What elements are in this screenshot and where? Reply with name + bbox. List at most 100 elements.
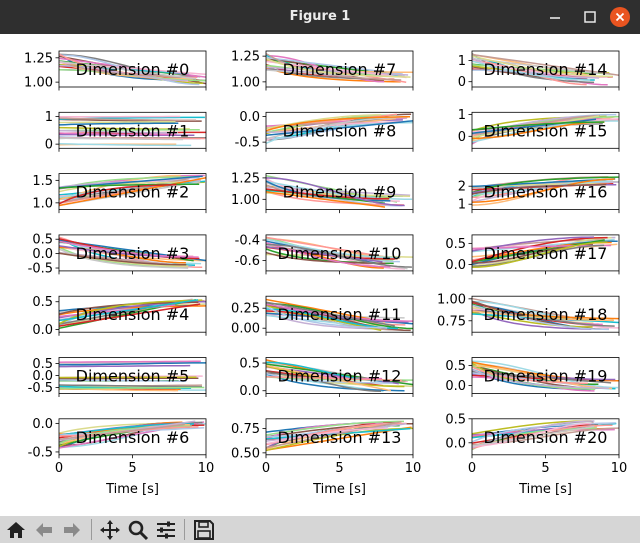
panel-label: Dimension #8 bbox=[283, 121, 397, 140]
panel-label: Dimension #5 bbox=[76, 367, 190, 386]
subplot-4: 0.0 0.5 Dimension #4 bbox=[32, 295, 207, 338]
y-tick-label: 0.0 bbox=[239, 110, 260, 125]
x-tick-label: 5 bbox=[128, 461, 136, 476]
configure-subplots-icon[interactable] bbox=[154, 518, 178, 542]
y-tick-label: 1 bbox=[458, 54, 466, 69]
panel-label: Dimension #19 bbox=[484, 367, 608, 386]
y-tick-label: 1.25 bbox=[24, 51, 53, 66]
subplot-16: 1 2 Dimension #16 bbox=[458, 174, 622, 214]
y-tick-label: -0.4 bbox=[235, 234, 260, 249]
y-tick-label: 0.5 bbox=[445, 359, 466, 374]
y-tick-label: -0.5 bbox=[28, 262, 53, 277]
panel-label: Dimension #16 bbox=[484, 183, 608, 202]
panel-label: Dimension #11 bbox=[278, 305, 402, 324]
subplot-17: 0.0 0.5 Dimension #17 bbox=[445, 235, 619, 275]
panel-label: Dimension #12 bbox=[278, 367, 402, 386]
x-tick-label: 10 bbox=[405, 461, 422, 476]
y-tick-label: 1.0 bbox=[32, 196, 53, 211]
x-tick-label: 0 bbox=[468, 461, 476, 476]
pan-icon[interactable] bbox=[98, 518, 122, 542]
y-tick-label: 0.5 bbox=[32, 233, 53, 248]
y-tick-label: 0.25 bbox=[231, 302, 260, 317]
y-tick-label: 0.50 bbox=[231, 446, 260, 461]
y-tick-label: 0.0 bbox=[445, 258, 466, 273]
subplot-19: 0.0 0.5 Dimension #19 bbox=[445, 358, 621, 398]
y-tick-label: 0.75 bbox=[231, 422, 260, 437]
panel-label: Dimension #18 bbox=[484, 305, 608, 324]
y-tick-label: 1 bbox=[45, 110, 53, 125]
subplot-8: -0.5 0.0 Dimension #8 bbox=[235, 110, 416, 152]
y-tick-label: 0.0 bbox=[445, 379, 466, 394]
y-tick-label: 0.5 bbox=[239, 357, 260, 372]
x-tick-label: 5 bbox=[335, 461, 343, 476]
zoom-icon[interactable] bbox=[126, 518, 150, 542]
x-tick-label: 0 bbox=[55, 461, 63, 476]
panel-label: Dimension #4 bbox=[76, 305, 190, 324]
subplot-1: 0 1 Dimension #1 bbox=[45, 110, 209, 153]
forward-arrow-icon[interactable] bbox=[60, 518, 84, 542]
panel-label: Dimension #7 bbox=[283, 60, 397, 79]
save-icon[interactable] bbox=[192, 518, 216, 542]
panel-label: Dimension #13 bbox=[278, 428, 402, 447]
y-tick-label: -0.5 bbox=[28, 445, 53, 460]
window-title: Figure 1 bbox=[0, 9, 640, 24]
y-tick-label: 0.0 bbox=[32, 323, 53, 338]
subplot-0: 1.00 1.25 Dimension #0 bbox=[24, 51, 206, 91]
panel-label: Dimension #15 bbox=[484, 121, 608, 140]
y-tick-label: 1 bbox=[458, 198, 466, 213]
y-tick-label: 0.75 bbox=[437, 314, 466, 329]
navigation-toolbar bbox=[0, 516, 640, 543]
y-tick-label: 0.0 bbox=[32, 247, 53, 262]
y-tick-label: 0.5 bbox=[445, 237, 466, 252]
panel-label: Dimension #1 bbox=[76, 121, 190, 140]
subplot-10: -0.6 -0.4 Dimension #10 bbox=[235, 234, 414, 275]
panel-label: Dimension #20 bbox=[484, 428, 608, 447]
y-tick-label: 0.5 bbox=[32, 357, 53, 372]
y-tick-label: 1.25 bbox=[231, 171, 260, 186]
y-tick-label: 0 bbox=[458, 75, 466, 90]
panel-label: Dimension #6 bbox=[76, 428, 190, 447]
x-axis-label: Time [s] bbox=[518, 482, 572, 497]
window-titlebar: Figure 1 bbox=[0, 0, 640, 34]
y-tick-label: 0.0 bbox=[239, 384, 260, 399]
panel-label: Dimension #10 bbox=[278, 244, 402, 263]
y-tick-label: 2 bbox=[458, 180, 466, 195]
y-tick-label: 0 bbox=[45, 138, 53, 153]
panel-label: Dimension #2 bbox=[76, 183, 190, 202]
back-arrow-icon[interactable] bbox=[32, 518, 56, 542]
x-tick-label: 10 bbox=[198, 461, 215, 476]
y-tick-label: 0.5 bbox=[32, 295, 53, 310]
close-icon[interactable] bbox=[610, 7, 630, 27]
subplot-3: -0.50.00.5 Dimension #3 bbox=[28, 233, 209, 277]
y-tick-label: 0 bbox=[458, 130, 466, 145]
panel-label: Dimension #17 bbox=[484, 244, 608, 263]
minimize-icon[interactable] bbox=[545, 7, 565, 27]
y-tick-label: 1.25 bbox=[231, 50, 260, 65]
x-tick-label: 0 bbox=[262, 461, 270, 476]
y-tick-label: 1.5 bbox=[32, 174, 53, 189]
panel-label: Dimension #3 bbox=[76, 244, 190, 263]
home-icon[interactable] bbox=[4, 518, 28, 542]
figure-canvas[interactable]: 1.00 1.25 Dimension #0 0 1 Dimension #1 1.0 1.5… bbox=[0, 34, 640, 516]
y-tick-label: 1.00 bbox=[24, 76, 53, 91]
maximize-icon[interactable] bbox=[580, 7, 600, 27]
panel-label: Dimension #9 bbox=[283, 183, 397, 202]
subplot-12: 0.0 0.5 Dimension #12 bbox=[239, 357, 414, 400]
subplot-grid: 1.00 1.25 Dimension #0 0 1 Dimension #1 1.0 1.5… bbox=[0, 34, 640, 516]
panel-label: Dimension #0 bbox=[76, 60, 190, 79]
x-axis-label: Time [s] bbox=[312, 482, 366, 497]
y-tick-label: 1.00 bbox=[231, 193, 260, 208]
subplot-9: 1.00 1.25 Dimension #9 bbox=[231, 171, 413, 213]
x-tick-label: 5 bbox=[541, 461, 549, 476]
y-tick-label: 0.0 bbox=[445, 436, 466, 451]
subplot-2: 1.0 1.5 Dimension #2 bbox=[32, 174, 207, 214]
y-tick-label: -0.5 bbox=[235, 136, 260, 151]
panel-label: Dimension #14 bbox=[484, 60, 608, 79]
y-tick-label: -0.6 bbox=[235, 254, 260, 269]
